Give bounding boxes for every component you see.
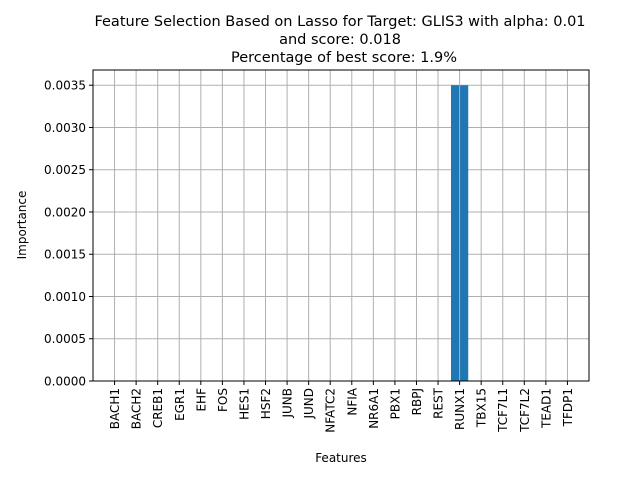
y-tick-label: 0.0025 [44, 163, 86, 177]
x-tick-label: HES1 [237, 388, 251, 420]
chart-title: Feature Selection Based on Lasso for Tar… [94, 14, 585, 66]
x-tick-label: TFDP1 [561, 388, 575, 427]
x-tick-label: CREB1 [151, 388, 165, 428]
x-tick-label: BACH2 [130, 388, 144, 429]
y-tick-label: 0.0010 [44, 290, 86, 304]
x-tick-label: EHF [194, 388, 208, 412]
x-axis-ticks: BACH1 BACH2 CREB1 EGR1 EHF FOS HES1 HSF2 JUNB JUN… [108, 381, 575, 433]
y-axis-label: Importance [15, 191, 29, 260]
x-tick-label: TCF7L1 [496, 388, 510, 433]
x-axis-label: Features [315, 451, 367, 465]
plot-area-frame [92, 69, 590, 382]
bars [450, 85, 469, 381]
x-tick-label: BACH1 [108, 388, 122, 429]
x-tick-label: HSF2 [259, 388, 273, 419]
x-tick-label: JUNB [281, 388, 295, 419]
x-tick-label: JUND [302, 388, 316, 420]
x-tick-label: FOS [216, 388, 230, 412]
chart-title-line-3: Percentage of best score: 1.9% [231, 50, 457, 66]
y-tick-label: 0.0005 [44, 332, 86, 346]
y-axis-ticks: 0.0000 0.0005 0.0010 0.0015 0.0020 0.0025 0.00… [44, 79, 93, 389]
chart-title-line-2: and score: 0.018 [279, 32, 401, 48]
x-tick-label: PBX1 [388, 388, 402, 419]
y-tick-label: 0.0035 [44, 79, 86, 93]
y-tick-label: 0.0030 [44, 121, 86, 135]
chart-title-line-1: Feature Selection Based on Lasso for Tar… [94, 14, 585, 30]
x-tick-label: TCF7L2 [518, 388, 532, 433]
x-tick-label: TEAD1 [539, 388, 553, 429]
x-tick-label: RUNX1 [453, 388, 467, 430]
y-tick-label: 0.0020 [44, 205, 86, 219]
x-tick-label: RBPJ [410, 388, 424, 415]
grid [93, 70, 589, 382]
x-tick-label: TBX15 [475, 388, 489, 428]
y-tick-label: 0.0000 [44, 375, 86, 389]
x-tick-label: NR6A1 [367, 388, 381, 429]
x-tick-label: NFATC2 [324, 388, 338, 433]
x-tick-label: EGR1 [173, 388, 187, 421]
x-tick-label: REST [432, 387, 446, 419]
x-tick-label: NFIA [345, 387, 359, 415]
y-tick-label: 0.0015 [44, 248, 86, 262]
